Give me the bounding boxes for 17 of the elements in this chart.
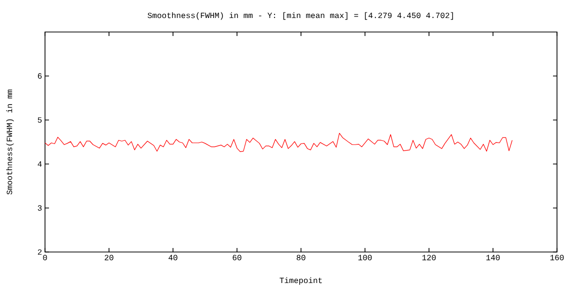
y-tick-label: 6 <box>38 73 42 79</box>
x-axis-title: Timepoint <box>280 277 322 285</box>
chart-title: Smoothness(FWHM) in mm - Y: [min mean max] = [4.279 4.450 4.702] <box>148 12 453 20</box>
x-tick-label: 140 <box>486 254 500 260</box>
y-axis-title: Smoothness(FWHM) in mm <box>6 90 14 194</box>
x-tick-label: 40 <box>168 254 178 260</box>
x-tick-label: 20 <box>104 254 114 260</box>
x-tick-label: 160 <box>550 254 564 260</box>
x-tick-label: 120 <box>422 254 436 260</box>
x-tick-label: 100 <box>358 254 372 260</box>
x-tick-label: 0 <box>43 254 47 260</box>
y-tick-label: 4 <box>38 161 42 167</box>
y-tick-label: 3 <box>38 205 42 211</box>
x-tick-label: 60 <box>232 254 242 260</box>
y-tick-label: 2 <box>38 249 42 255</box>
y-tick-label: 5 <box>38 117 42 123</box>
x-tick-label: 80 <box>296 254 306 260</box>
